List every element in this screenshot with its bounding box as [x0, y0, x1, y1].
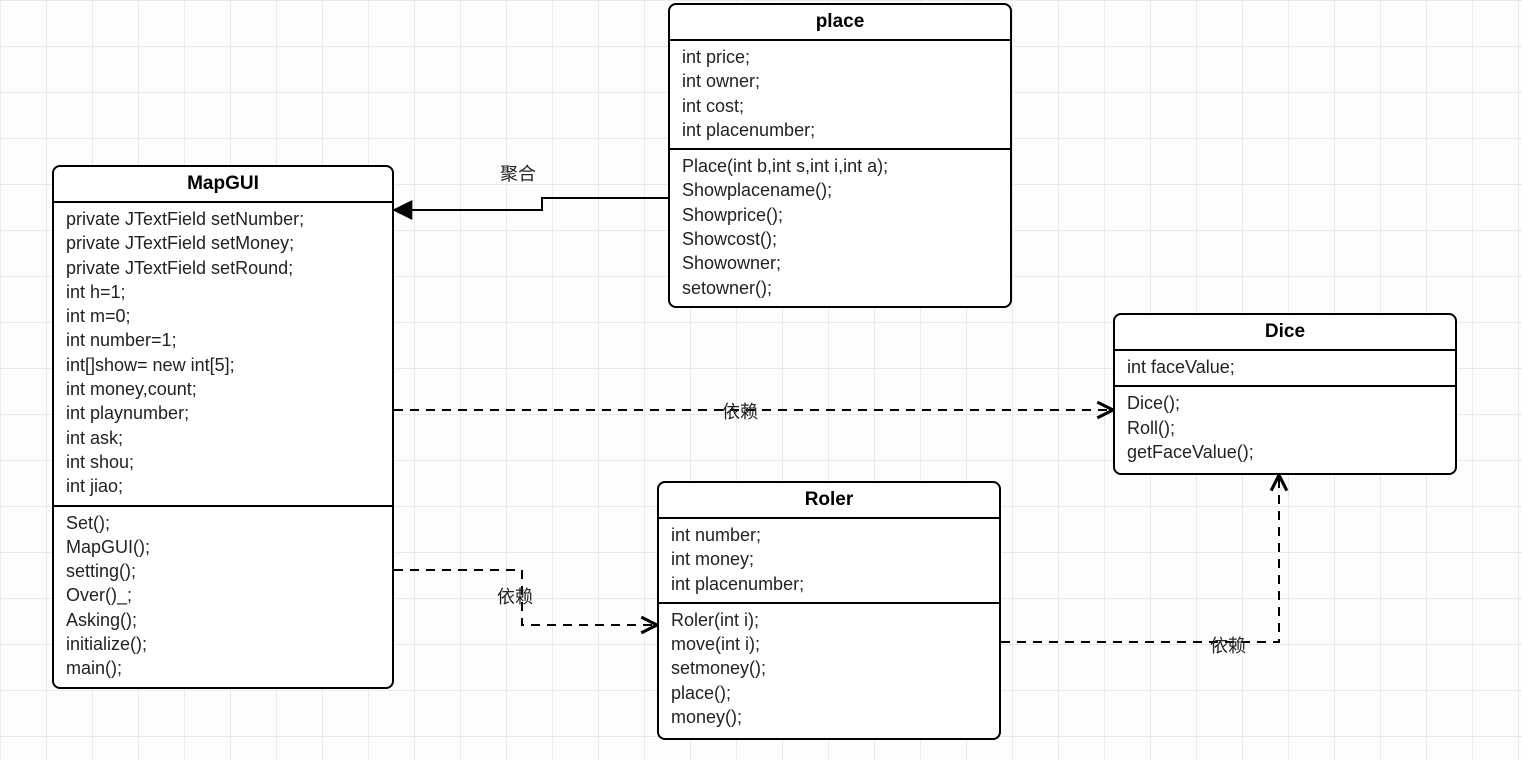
class-member-line: main();: [66, 656, 380, 680]
class-attributes: int number;int money;int placenumber;: [659, 519, 999, 602]
class-methods: Dice();Roll();getFaceValue();: [1115, 385, 1455, 470]
class-member-line: setmoney();: [671, 656, 987, 680]
label-dep-mapgui-roler: 依赖: [497, 583, 533, 609]
class-member-line: Asking();: [66, 608, 380, 632]
class-member-line: Set();: [66, 511, 380, 535]
class-member-line: Showplacename();: [682, 178, 998, 202]
label-dep-roler-dice: 依赖: [1210, 632, 1246, 658]
class-methods: Set();MapGUI();setting();Over()_;Asking(…: [54, 505, 392, 687]
class-member-line: int playnumber;: [66, 401, 380, 425]
class-member-line: money();: [671, 705, 987, 729]
class-member-line: int money,count;: [66, 377, 380, 401]
class-attributes: private JTextField setNumber;private JTe…: [54, 203, 392, 505]
class-attributes: int faceValue;: [1115, 351, 1455, 385]
class-member-line: Roll();: [1127, 416, 1443, 440]
class-member-line: MapGUI();: [66, 535, 380, 559]
class-member-line: int owner;: [682, 69, 998, 93]
class-member-line: setting();: [66, 559, 380, 583]
class-member-line: int ask;: [66, 426, 380, 450]
class-place[interactable]: place int price;int owner;int cost;int p…: [668, 3, 1012, 308]
class-member-line: move(int i);: [671, 632, 987, 656]
class-member-line: int placenumber;: [671, 572, 987, 596]
class-member-line: int placenumber;: [682, 118, 998, 142]
class-methods: Roler(int i);move(int i);setmoney();plac…: [659, 602, 999, 735]
class-mapgui[interactable]: MapGUI private JTextField setNumber;priv…: [52, 165, 394, 689]
class-member-line: initialize();: [66, 632, 380, 656]
class-member-line: Roler(int i);: [671, 608, 987, 632]
class-title: Dice: [1115, 315, 1455, 351]
class-member-line: int m=0;: [66, 304, 380, 328]
class-member-line: place();: [671, 681, 987, 705]
class-member-line: int price;: [682, 45, 998, 69]
class-member-line: int number=1;: [66, 328, 380, 352]
class-member-line: private JTextField setMoney;: [66, 231, 380, 255]
class-dice[interactable]: Dice int faceValue; Dice();Roll();getFac…: [1113, 313, 1457, 475]
class-member-line: getFaceValue();: [1127, 440, 1443, 464]
class-member-line: Dice();: [1127, 391, 1443, 415]
label-dep-mapgui-dice: 依赖: [722, 398, 758, 424]
class-member-line: private JTextField setNumber;: [66, 207, 380, 231]
label-aggregation: 聚合: [500, 160, 536, 186]
class-member-line: int shou;: [66, 450, 380, 474]
class-roler[interactable]: Roler int number;int money;int placenumb…: [657, 481, 1001, 740]
class-title: Roler: [659, 483, 999, 519]
class-member-line: int cost;: [682, 94, 998, 118]
class-member-line: Showprice();: [682, 203, 998, 227]
class-attributes: int price;int owner;int cost;int placenu…: [670, 41, 1010, 148]
class-member-line: int h=1;: [66, 280, 380, 304]
class-member-line: int number;: [671, 523, 987, 547]
class-title: MapGUI: [54, 167, 392, 203]
class-member-line: int money;: [671, 547, 987, 571]
class-title: place: [670, 5, 1010, 41]
class-methods: Place(int b,int s,int i,int a);Showplace…: [670, 148, 1010, 306]
class-member-line: Showowner;: [682, 251, 998, 275]
class-member-line: Place(int b,int s,int i,int a);: [682, 154, 998, 178]
class-member-line: setowner();: [682, 276, 998, 300]
class-member-line: Over()_;: [66, 583, 380, 607]
class-member-line: int[]show= new int[5];: [66, 353, 380, 377]
class-member-line: Showcost();: [682, 227, 998, 251]
class-member-line: private JTextField setRound;: [66, 256, 380, 280]
class-member-line: int jiao;: [66, 474, 380, 498]
class-member-line: int faceValue;: [1127, 355, 1443, 379]
